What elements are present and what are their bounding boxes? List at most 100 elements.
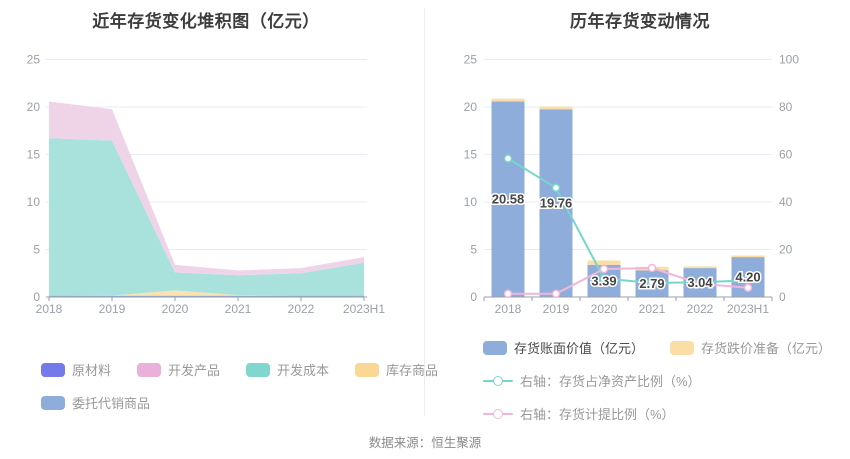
axis-label: 2023H1 <box>343 302 385 316</box>
marker-impairment-ratio-2019 <box>551 289 561 298</box>
cap-2022 <box>683 266 717 269</box>
marker-inventory-to-net-assets-2018 <box>503 154 513 163</box>
left-chart: 0 5 10 15 20 25 2018 2019 2020 2021 2022 2023H1 <box>27 53 386 317</box>
axis-label: 2019 <box>99 302 126 316</box>
axis-label: 0 <box>470 290 477 304</box>
bar-value-label: 2.79 <box>639 276 664 291</box>
axis-label: 15 <box>27 148 41 162</box>
area-stock-goods <box>49 290 364 297</box>
panel-divider <box>424 8 425 416</box>
bar-value-label: 3.04 <box>687 275 713 290</box>
line-symbol <box>483 374 513 388</box>
legend-item-impairment-ratio[interactable]: 右轴：存货计提比例（%） <box>483 404 675 423</box>
legend-item-consignment-goods[interactable]: 委托代销商品 <box>41 393 150 412</box>
legend-swatch <box>41 362 65 377</box>
legend-item-inventory-book-value[interactable]: 存货账面价值（亿元） <box>483 338 644 357</box>
right-chart-title: 历年存货变动情况 <box>570 12 710 31</box>
line-inventory-to-net-assets <box>507 157 749 284</box>
bar-value-label: 20.58 <box>492 192 525 207</box>
legend-item-raw-materials[interactable]: 原材料 <box>41 360 111 379</box>
legend-label: 开发产品 <box>168 363 221 378</box>
left-chart-title: 近年存货变化堆积图（亿元） <box>92 12 320 31</box>
axis-label: 0 <box>779 290 786 304</box>
legend-swatch <box>246 362 271 377</box>
axis-label: 100 <box>779 53 799 67</box>
line-impairment-ratio <box>508 267 749 295</box>
marker-inventory-to-net-assets-2019 <box>551 183 561 193</box>
area-dev-products <box>49 101 364 276</box>
axis-label: 10 <box>27 195 41 209</box>
legend-label: 右轴：存货占净资产比例（%） <box>520 374 701 389</box>
axis-label: 20 <box>779 243 793 257</box>
cap-2019 <box>539 106 573 110</box>
legend-label: 库存商品 <box>386 363 439 378</box>
left-chart-legend: 原材料 开发产品 开发成本 库存商品 委托代销商品 <box>41 360 464 426</box>
axis-label: 20 <box>464 100 478 114</box>
axis-label: 0 <box>33 290 40 304</box>
legend-item-dev-products[interactable]: 开发产品 <box>137 360 220 379</box>
axis-label: 2018 <box>495 302 522 316</box>
legend-label: 右轴：存货计提比例（%） <box>520 407 675 422</box>
legend-swatch <box>483 340 507 355</box>
axis-label: 25 <box>27 53 41 67</box>
legend-item-dev-costs[interactable]: 开发成本 <box>246 360 329 379</box>
legend-row: 右轴：存货占净资产比例（%） <box>483 371 850 390</box>
bar-2019 <box>539 109 573 297</box>
legend-row: 委托代销商品 <box>41 393 464 412</box>
axis-label: 15 <box>464 148 478 162</box>
cap-2020 <box>587 260 621 265</box>
marker-impairment-ratio-2023H1 <box>743 283 753 292</box>
legend-label: 存货账面价值（亿元） <box>514 341 645 356</box>
axis-label: 2022 <box>288 302 315 316</box>
axis-label: 2021 <box>639 302 666 316</box>
legend-swatch <box>670 340 695 355</box>
legend-swatch <box>355 362 380 377</box>
axis-label: 2018 <box>36 302 63 316</box>
axis-label: 2019 <box>543 302 570 316</box>
area-dev-costs <box>49 138 364 297</box>
legend-swatch <box>137 362 162 377</box>
axis-label: 2021 <box>225 302 252 316</box>
legend-row: 右轴：存货计提比例（%） <box>483 404 850 423</box>
axis-label: 5 <box>470 243 477 257</box>
axis-label: 2022 <box>687 302 714 316</box>
legend-item-stock-goods[interactable]: 库存商品 <box>355 360 438 379</box>
right-chart-legend: 存货账面价值（亿元） 存货跌价准备（亿元） 右轴：存货占净资产比例（%） <box>483 338 850 437</box>
data-source: 数据来源：恒生聚源 <box>368 436 482 450</box>
bar-value-label: 4.20 <box>735 270 760 285</box>
right-chart: 0 0 5 20 10 40 15 60 20 80 25 100 2018 2019 2020 2021 20… <box>464 53 800 317</box>
cap-2018 <box>491 98 525 102</box>
legend-label: 委托代销商品 <box>72 396 151 411</box>
line-symbol <box>483 407 513 421</box>
marker-impairment-ratio-2022 <box>695 279 705 288</box>
axis-label: 60 <box>779 148 793 162</box>
legend-item-inventory-impairment[interactable]: 存货跌价准备（亿元） <box>670 338 831 357</box>
legend-row: 存货账面价值（亿元） 存货跌价准备（亿元） <box>483 338 850 357</box>
axis-label: 2023H1 <box>727 302 769 316</box>
axis-label: 80 <box>779 100 793 114</box>
legend-label: 原材料 <box>72 363 112 378</box>
marker-inventory-to-net-assets-2021 <box>647 278 657 288</box>
legend-row: 原材料 开发产品 开发成本 库存商品 <box>41 360 464 379</box>
axis-label: 2020 <box>591 302 618 316</box>
bar-value-label: 3.39 <box>591 273 616 288</box>
marker-inventory-to-net-assets-2020 <box>599 274 609 283</box>
legend-label: 存货跌价准备（亿元） <box>701 341 832 356</box>
axis-label: 5 <box>33 243 40 257</box>
marker-impairment-ratio-2018 <box>503 289 513 298</box>
cap-2023H1 <box>731 255 765 258</box>
axis-label: 10 <box>464 195 478 209</box>
legend-label: 开发成本 <box>277 363 330 378</box>
bar-2018 <box>491 101 525 297</box>
axis-label: 40 <box>779 195 793 209</box>
bar-value-label: 19.76 <box>540 196 573 211</box>
axis-label: 25 <box>464 53 478 67</box>
legend-item-inventory-to-net-assets[interactable]: 右轴：存货占净资产比例（%） <box>483 371 701 390</box>
legend-swatch <box>41 395 65 410</box>
axis-label: 2020 <box>162 302 189 316</box>
marker-impairment-ratio-2021 <box>647 263 657 273</box>
axis-label: 20 <box>27 100 41 114</box>
marker-impairment-ratio-2020 <box>599 264 609 274</box>
